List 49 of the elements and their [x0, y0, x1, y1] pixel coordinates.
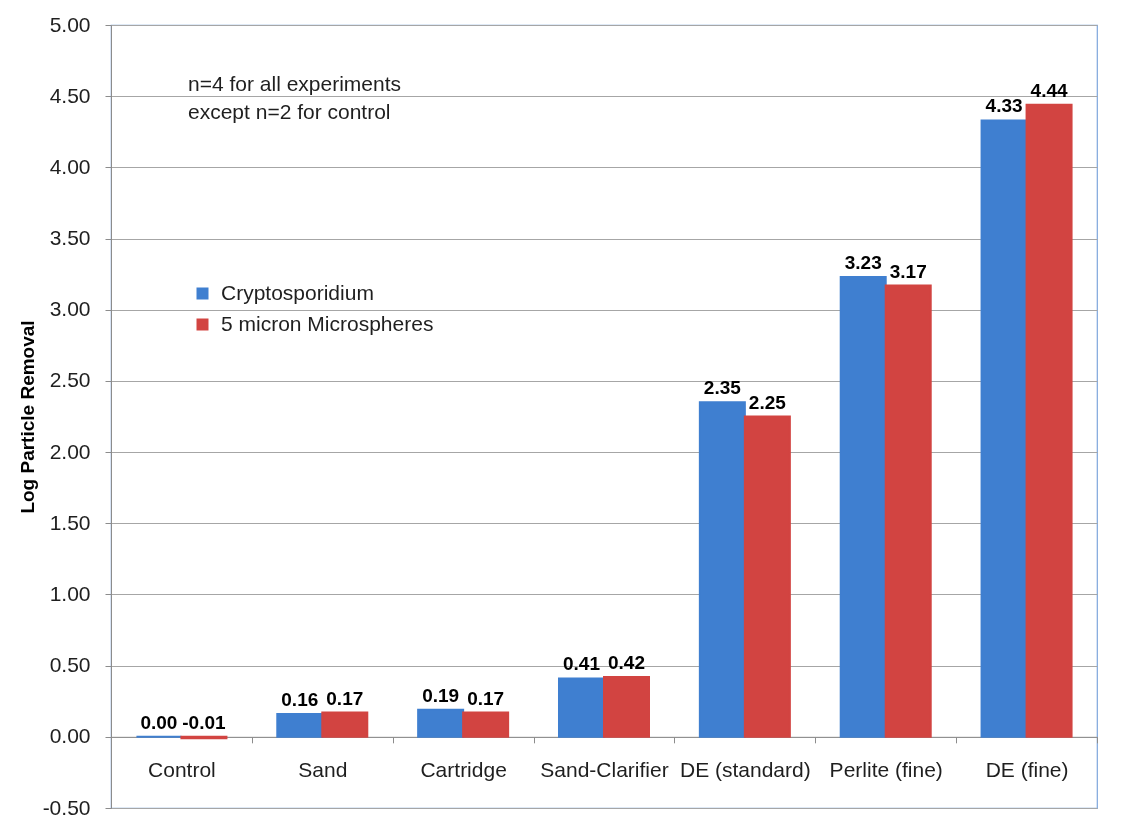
- y-tick-label: 3.50: [49, 226, 91, 250]
- y-tick-label: 0.50: [49, 653, 91, 677]
- x-tick-label: DE (standard): [680, 758, 811, 782]
- data-label: 0.00: [140, 711, 178, 733]
- bar: [980, 119, 1028, 738]
- bar: [1025, 103, 1073, 738]
- x-tick-label: Control: [148, 758, 216, 782]
- x-tick-label: Sand-Clarifier: [540, 758, 669, 782]
- data-label: 3.17: [889, 260, 927, 282]
- data-label: 0.19: [422, 684, 460, 706]
- y-axis-title: Log Particle Removal: [16, 320, 38, 514]
- y-tick-label: 4.00: [49, 154, 91, 178]
- y-tick-label: 1.00: [49, 581, 91, 605]
- data-label: 3.23: [844, 251, 882, 273]
- data-label: 0.42: [608, 652, 645, 674]
- data-label: -0.01: [182, 711, 227, 733]
- annotation: n=4 for all experiments except n=2 for control: [188, 72, 402, 123]
- data-label: 0.17: [467, 687, 505, 709]
- y-tick-label: -0.50: [42, 795, 91, 819]
- bar: [698, 401, 746, 738]
- y-tick-label: 2.50: [49, 368, 91, 392]
- y-tick-label: 5.00: [49, 12, 91, 36]
- bar: [603, 676, 650, 738]
- bar: [462, 711, 510, 738]
- data-label: 4.44: [1030, 79, 1068, 101]
- bar: [743, 415, 791, 738]
- bar: [558, 677, 605, 738]
- data-label: 2.35: [703, 377, 742, 399]
- bar: [321, 711, 369, 738]
- data-label: 0.17: [326, 687, 364, 709]
- y-tick-label: 2.00: [49, 439, 91, 463]
- data-label: 2.25: [748, 391, 787, 413]
- x-tick-label: Sand: [298, 758, 348, 782]
- x-tick-label: Cartridge: [420, 758, 507, 782]
- bar: [839, 275, 887, 738]
- data-label: 4.33: [985, 95, 1023, 117]
- x-tick-label: DE (fine): [985, 758, 1069, 782]
- y-tick-label: 3.00: [49, 297, 91, 321]
- legend-label: Cryptosporidium: [221, 280, 374, 304]
- bar: [276, 713, 324, 738]
- data-label: 0.16: [281, 689, 319, 711]
- y-tick-label: 4.50: [49, 83, 91, 107]
- bar: [417, 708, 465, 738]
- y-tick-label: 0.00: [49, 724, 91, 748]
- y-tick-label: 1.50: [49, 510, 91, 534]
- data-label: 0.41: [563, 653, 601, 675]
- x-tick-label: Perlite (fine): [829, 758, 943, 782]
- bar: [884, 284, 932, 738]
- legend-label: 5 micron Microspheres: [221, 311, 434, 335]
